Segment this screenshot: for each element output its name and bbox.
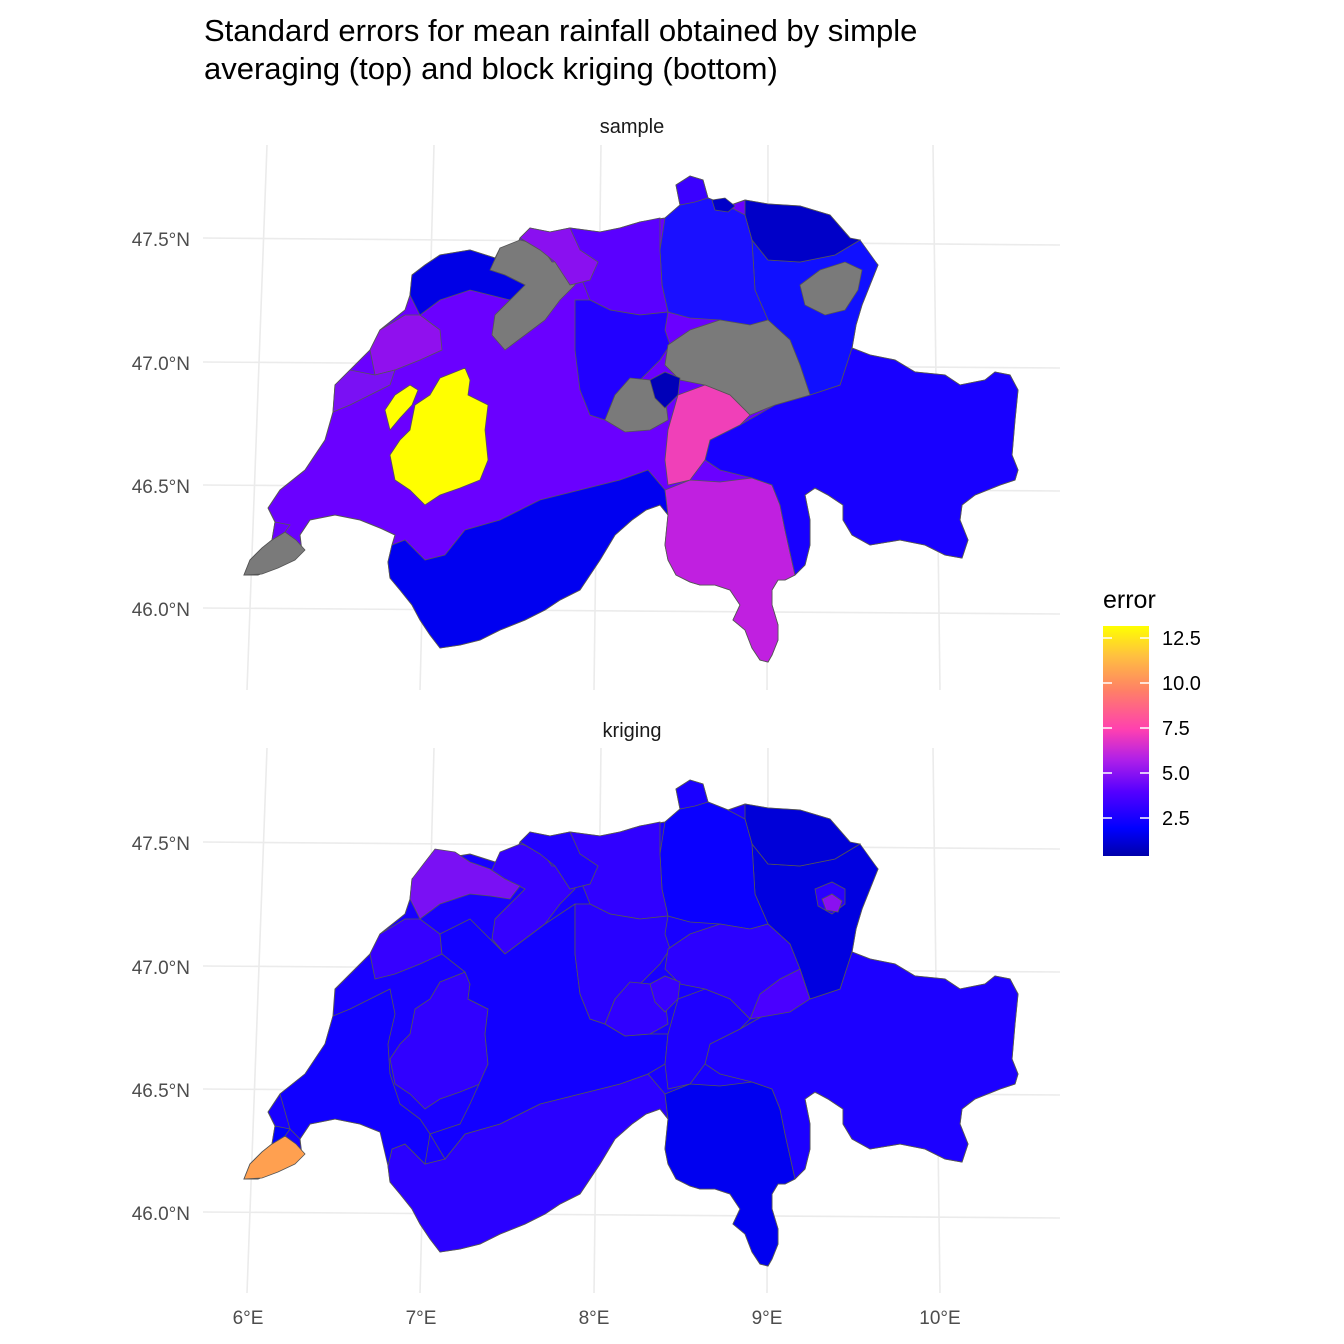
legend-tick-label: 12.5 <box>1162 628 1201 650</box>
x-tick-label: 7°E <box>406 1308 437 1329</box>
region-schaffhausen <box>675 779 709 810</box>
chart-title-line1: Standard errors for mean rainfall obtain… <box>204 13 918 48</box>
region-vaud <box>279 988 431 1167</box>
y-tick-label: 46.5°N <box>132 1081 190 1102</box>
region-fribourg <box>389 367 489 506</box>
region-jura <box>409 848 521 920</box>
region-schaffhausen-enclave <box>711 197 736 213</box>
region-ticino <box>664 1081 796 1267</box>
region-ticino <box>664 477 796 663</box>
region-glarus <box>749 968 811 1020</box>
y-tick-label: 47.0°N <box>132 354 190 375</box>
x-tick-label: 9°E <box>752 1308 783 1329</box>
map-kriging <box>243 779 1019 1267</box>
y-tick-label: 47.5°N <box>132 230 190 251</box>
x-tick-label: 10°E <box>919 1308 960 1329</box>
region-basel <box>519 227 599 286</box>
region-geneva <box>243 531 306 576</box>
panel-kriging: kriging <box>132 720 1061 1329</box>
region-jura <box>409 247 526 316</box>
x-tick-label: 8°E <box>579 1308 610 1329</box>
x-axis: 6°E 7°E 8°E 9°E 10°E <box>233 1308 961 1329</box>
map-sample <box>243 175 1019 663</box>
region-appenzell-inner <box>821 893 843 913</box>
region-basel <box>519 831 599 890</box>
y-axis-top: 47.5°N 47.0°N 46.5°N 46.0°N <box>132 230 190 621</box>
chart-title-line2: averaging (top) and block kriging (botto… <box>204 51 778 86</box>
y-axis-bottom: 47.5°N 47.0°N 46.5°N 46.0°N <box>132 834 190 1225</box>
region-uri <box>664 988 751 1090</box>
legend-title: error <box>1103 586 1156 614</box>
panel-label-kriging: kriging <box>603 720 662 742</box>
y-tick-label: 46.0°N <box>132 1204 190 1225</box>
region-vaud-north <box>332 369 396 413</box>
region-geneva <box>243 1135 306 1180</box>
region-valais <box>387 469 669 649</box>
region-lucerne <box>574 299 671 421</box>
y-tick-label: 47.0°N <box>132 958 190 979</box>
chart-title: Standard errors for mean rainfall obtain… <box>204 12 1104 88</box>
region-schwyz <box>664 319 811 416</box>
legend-tick-label: 2.5 <box>1162 808 1190 830</box>
legend-tick-label: 7.5 <box>1162 718 1190 740</box>
y-tick-label: 47.5°N <box>132 834 190 855</box>
legend-colorbar <box>1103 626 1149 856</box>
region-lucerne <box>574 903 671 1025</box>
region-graubuenden <box>704 347 1019 576</box>
legend-tick-label: 10.0 <box>1162 673 1201 695</box>
y-tick-label: 46.0°N <box>132 600 190 621</box>
panel-label-sample: sample <box>600 116 664 138</box>
region-geneva-strip <box>271 1125 291 1145</box>
panel-sample: sample <box>132 116 1061 691</box>
region-schaffhausen <box>675 175 709 206</box>
region-fribourg-enclave <box>384 384 419 431</box>
x-tick-label: 6°E <box>233 1308 264 1329</box>
region-appenzell <box>799 261 863 316</box>
legend: error 12.5 10.0 7.5 5.0 2.5 <box>1103 586 1201 856</box>
region-uri <box>664 384 751 486</box>
region-geneva-strip <box>271 521 291 541</box>
y-tick-label: 46.5°N <box>132 477 190 498</box>
legend-tick-label: 5.0 <box>1162 763 1190 785</box>
